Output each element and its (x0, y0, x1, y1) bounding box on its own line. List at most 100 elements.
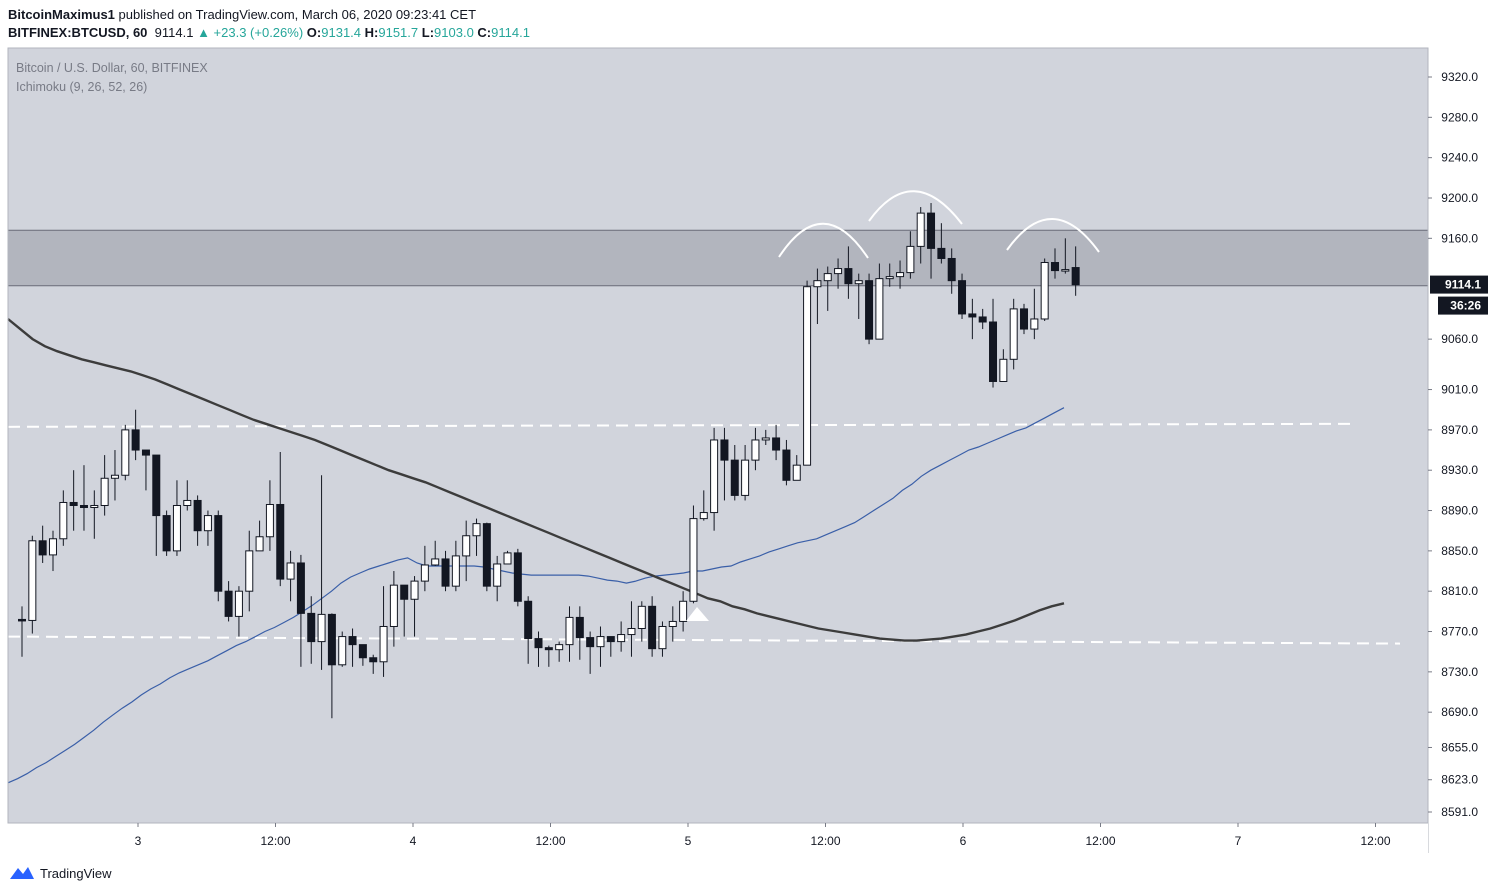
candle[interactable] (885, 263, 894, 287)
candle[interactable] (18, 606, 26, 657)
candle[interactable] (741, 445, 750, 501)
candle[interactable] (100, 455, 109, 516)
candle[interactable] (307, 596, 316, 664)
candle[interactable] (668, 606, 677, 642)
candle[interactable] (276, 452, 285, 587)
candle[interactable] (1040, 258, 1049, 321)
candle[interactable] (575, 606, 584, 660)
candle[interactable] (369, 654, 378, 674)
candle[interactable] (152, 454, 161, 556)
candle[interactable] (834, 258, 843, 289)
candle[interactable] (658, 621, 667, 657)
brand-name[interactable]: TradingView (40, 865, 112, 881)
candle[interactable] (162, 510, 171, 556)
candle[interactable] (844, 246, 853, 299)
candle[interactable] (617, 621, 626, 652)
candle[interactable] (193, 495, 202, 546)
candle[interactable] (513, 548, 522, 607)
candle[interactable] (947, 248, 956, 294)
candle[interactable] (400, 584, 409, 637)
candle[interactable] (90, 490, 99, 539)
candle[interactable] (214, 510, 223, 602)
candle[interactable] (958, 273, 967, 319)
candle[interactable] (1030, 288, 1039, 340)
candle[interactable] (79, 465, 88, 531)
candle[interactable] (245, 530, 254, 612)
candle[interactable] (586, 631, 595, 674)
candle[interactable] (379, 586, 388, 677)
candle[interactable] (524, 596, 533, 664)
candle[interactable] (327, 613, 336, 719)
candle[interactable] (555, 641, 564, 662)
candle[interactable] (596, 626, 605, 667)
candle[interactable] (648, 596, 657, 657)
candle[interactable] (224, 581, 233, 622)
candle[interactable] (48, 530, 57, 572)
candle[interactable] (338, 631, 347, 667)
candle[interactable] (317, 475, 326, 670)
candle[interactable] (865, 273, 874, 345)
candle[interactable] (286, 550, 295, 602)
support-line-lower[interactable] (7, 635, 1401, 645)
candle[interactable] (689, 505, 698, 604)
candle[interactable] (710, 427, 719, 531)
candle[interactable] (1051, 248, 1059, 279)
candle[interactable] (296, 554, 305, 667)
up-triangle-marker[interactable] (686, 607, 709, 621)
candle[interactable] (110, 450, 119, 501)
candle[interactable] (792, 455, 801, 481)
candle[interactable] (751, 427, 760, 471)
candle[interactable] (720, 427, 729, 501)
candle[interactable] (565, 606, 574, 662)
candle[interactable] (503, 550, 512, 565)
candle[interactable] (699, 490, 708, 521)
arc-shape-right[interactable] (1006, 218, 1100, 253)
candle[interactable] (441, 550, 450, 592)
candle[interactable] (172, 480, 181, 556)
candle[interactable] (968, 298, 977, 340)
candle[interactable] (59, 490, 68, 546)
candle[interactable] (544, 645, 553, 667)
candle[interactable] (69, 470, 78, 531)
candle[interactable] (906, 231, 915, 279)
candle[interactable] (937, 223, 946, 264)
candle[interactable] (854, 273, 863, 319)
candle[interactable] (782, 439, 791, 486)
candle[interactable] (978, 308, 987, 330)
candle[interactable] (999, 349, 1008, 382)
candle[interactable] (462, 520, 471, 582)
candle[interactable] (203, 510, 212, 546)
candle[interactable] (730, 445, 739, 501)
candle[interactable] (28, 535, 37, 634)
candle[interactable] (637, 601, 646, 642)
candle[interactable] (183, 480, 192, 511)
candle[interactable] (348, 628, 357, 667)
candle[interactable] (141, 449, 150, 491)
candle[interactable] (896, 260, 905, 289)
support-line-upper[interactable] (7, 422, 1353, 428)
candle[interactable] (410, 576, 419, 637)
candle[interactable] (131, 409, 140, 461)
author-name[interactable]: BitcoinMaximus1 (8, 7, 115, 22)
candle[interactable] (38, 525, 47, 563)
candle[interactable] (451, 540, 460, 592)
candle[interactable] (234, 586, 243, 637)
candle[interactable] (679, 591, 688, 632)
candle[interactable] (989, 298, 998, 388)
candle[interactable] (803, 280, 812, 466)
candle[interactable] (1071, 246, 1080, 296)
candle[interactable] (875, 263, 884, 340)
candle[interactable] (1061, 238, 1070, 274)
candle[interactable] (420, 545, 429, 592)
candle[interactable] (534, 631, 543, 667)
candle[interactable] (1009, 298, 1018, 370)
candle[interactable] (1020, 303, 1029, 335)
candle[interactable] (772, 424, 781, 461)
candle[interactable] (482, 522, 491, 592)
candle[interactable] (627, 601, 636, 657)
candle[interactable] (265, 480, 274, 551)
candle[interactable] (823, 266, 832, 311)
candle[interactable] (813, 268, 822, 325)
candle[interactable] (916, 207, 925, 264)
